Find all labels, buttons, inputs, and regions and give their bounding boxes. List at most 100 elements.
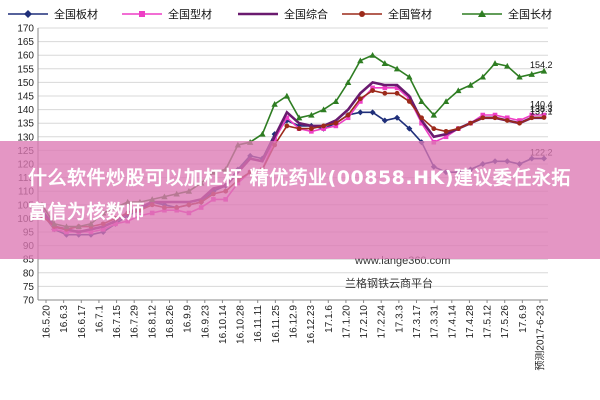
data-point [517, 120, 522, 126]
data-point [295, 114, 303, 121]
legend-item: 全国长材 [462, 7, 552, 21]
data-point [467, 81, 474, 88]
data-point [517, 118, 522, 123]
data-point [369, 52, 376, 58]
x-tick-label: 16.10.28 [236, 305, 247, 344]
x-tick-label: 17.4.28 [465, 305, 476, 339]
data-point [491, 60, 499, 66]
legend-marker [359, 11, 365, 17]
legend-marker [478, 10, 486, 17]
data-point [308, 126, 314, 132]
y-tick-label: 70 [23, 296, 35, 307]
overlay-banner: 什么软件炒股可以加杠杆 精优药业(00858.HK)建议委任永拓富信为核数师 [0, 141, 600, 259]
data-point [492, 115, 498, 121]
data-point [284, 123, 290, 129]
x-tick-label: 17.6.9 [518, 305, 529, 333]
data-point [370, 85, 375, 91]
data-point [382, 85, 388, 91]
data-point [455, 87, 462, 94]
x-tick-label: 16.8.12 [147, 305, 158, 339]
x-tick-label: 17.5.26 [500, 305, 511, 339]
y-tick-label: 75 [23, 282, 35, 293]
data-point [309, 129, 314, 134]
data-point [344, 79, 352, 85]
data-point [406, 73, 413, 80]
data-point [541, 115, 547, 120]
data-point [442, 98, 450, 105]
end-value-label: 154.2 [530, 60, 553, 70]
data-point [321, 126, 326, 131]
data-point [394, 90, 400, 96]
legend-label: 全国板材 [54, 7, 98, 21]
x-tick-label: 17.3.3 [394, 305, 405, 333]
data-point [382, 90, 388, 96]
data-point [541, 112, 547, 118]
data-point [320, 106, 327, 113]
data-point [431, 126, 437, 132]
chart-legend: 全国板材 全国型材 全国综合 全国管材 全国长材 [8, 7, 552, 21]
x-tick-label: 预测2017-6-23 [534, 305, 547, 371]
y-tick-label: 80 [23, 268, 35, 279]
y-tick-label: 160 [17, 51, 34, 62]
data-point [504, 115, 510, 121]
data-point [345, 115, 351, 121]
data-point [357, 96, 363, 102]
data-point [418, 98, 425, 105]
data-point [333, 123, 339, 129]
x-tick-label: 16.5.20 [42, 305, 53, 339]
y-tick-label: 130 [17, 132, 34, 143]
data-point [528, 71, 535, 77]
data-point [443, 134, 449, 140]
y-tick-label: 145 [17, 92, 34, 103]
data-point [480, 112, 486, 118]
data-point [540, 67, 548, 74]
legend-marker [139, 11, 145, 17]
legend-label: 全国综合 [284, 7, 328, 21]
x-tick-label: 17.5.12 [483, 305, 494, 339]
x-tick-label: 17.3.31 [430, 305, 441, 339]
data-point [381, 117, 388, 124]
data-point [529, 112, 535, 118]
x-tick-label: 16.6.17 [77, 305, 88, 339]
x-tick-label: 17.1.20 [341, 305, 352, 339]
x-tick-label: 16.10.14 [218, 305, 229, 344]
data-point [357, 109, 364, 116]
x-tick-label: 16.11.11 [253, 305, 264, 343]
data-point [455, 126, 461, 132]
data-point [357, 57, 364, 64]
x-tick-label: 17.2.24 [377, 305, 388, 339]
legend-marker [24, 10, 32, 18]
data-point [332, 98, 340, 105]
end-value-label: 140.4 [530, 100, 553, 110]
data-point [443, 128, 449, 134]
x-tick-label: 16.12.23 [306, 305, 317, 344]
x-tick-label: 16.7.15 [112, 305, 123, 339]
data-point [430, 111, 438, 118]
y-tick-label: 155 [17, 64, 34, 75]
y-tick-label: 135 [17, 119, 34, 130]
data-point [419, 120, 424, 126]
data-point [529, 115, 535, 121]
legend-item: 全国管材 [342, 7, 432, 21]
data-point [333, 120, 339, 126]
x-tick-label: 17.3.17 [412, 305, 423, 339]
data-point [296, 126, 302, 132]
data-point [406, 125, 413, 132]
x-tick-label: 16.9.9 [183, 305, 194, 333]
data-point [504, 62, 511, 69]
data-point [284, 115, 290, 121]
legend-item: 全国型材 [122, 7, 212, 21]
y-tick-label: 140 [17, 105, 34, 116]
x-tick-label: 17.2.10 [359, 305, 370, 339]
data-point [345, 112, 351, 118]
x-tick-label: 17.4.14 [447, 305, 458, 339]
data-point [308, 111, 315, 118]
data-point [468, 120, 473, 126]
data-point [406, 99, 412, 104]
data-point [393, 65, 401, 72]
data-point [480, 115, 486, 121]
data-point [381, 60, 389, 66]
data-point [369, 109, 376, 116]
data-point [479, 73, 486, 80]
x-tick-label: 16.12.9 [289, 305, 300, 339]
